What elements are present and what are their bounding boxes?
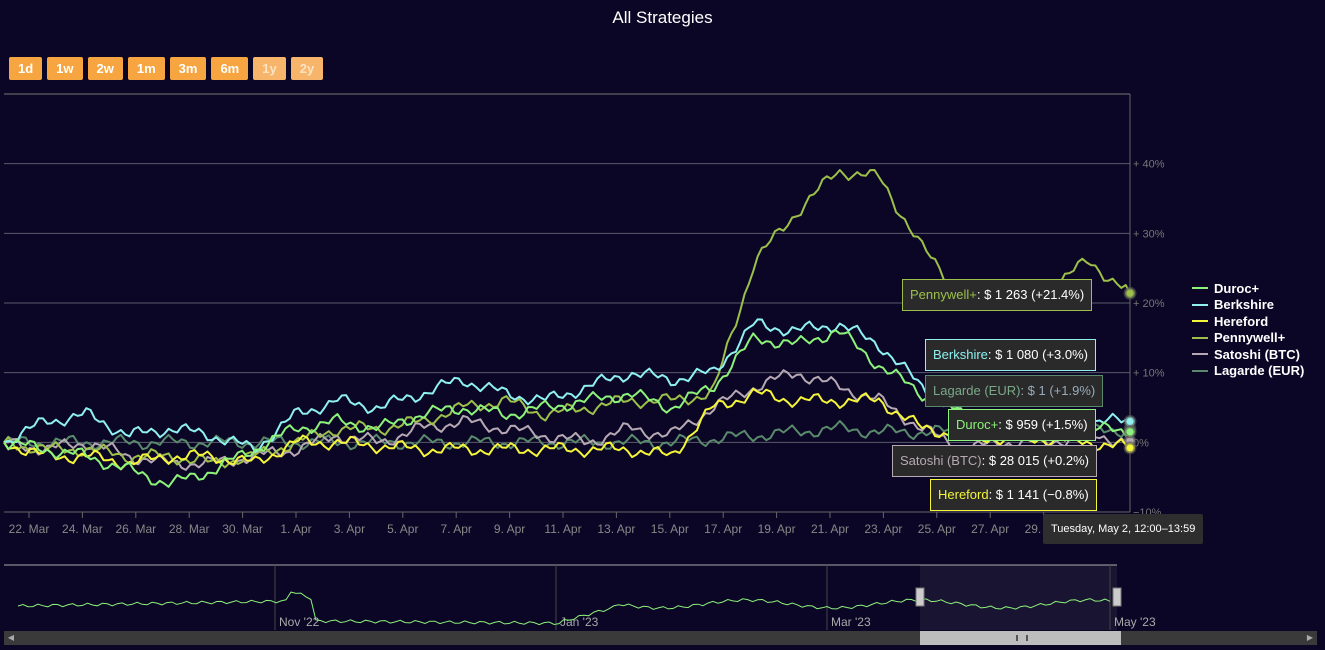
legend-swatch bbox=[1192, 303, 1208, 306]
tooltip-series-name: Lagarde (EUR) bbox=[933, 383, 1021, 398]
scroll-left-arrow-icon[interactable]: ◀ bbox=[7, 633, 15, 642]
x-tick-label: 3. Apr bbox=[334, 522, 365, 536]
x-tick-label: 15. Apr bbox=[651, 522, 689, 536]
tooltip-series-name: Duroc+ bbox=[956, 417, 999, 432]
tooltip-value: : $ 28 015 (+0.2%) bbox=[981, 453, 1089, 468]
tooltip-series-name: Satoshi (BTC) bbox=[900, 453, 982, 468]
x-tick-label: 19. Apr bbox=[758, 522, 796, 536]
range-button-1w[interactable]: 1w bbox=[47, 57, 83, 80]
legend-item-pennywell[interactable]: Pennywell+ bbox=[1192, 330, 1304, 347]
series-line-hereford bbox=[3, 387, 1131, 471]
navigator-handle-left bbox=[915, 587, 925, 607]
tooltip-series-name: Hereford bbox=[938, 487, 989, 502]
y-tick-label: + 40% bbox=[1133, 159, 1165, 171]
legend-label: Satoshi (BTC) bbox=[1214, 346, 1300, 362]
range-button-1d[interactable]: 1d bbox=[9, 57, 43, 80]
tooltip-value: : $ 1 080 (+3.0%) bbox=[987, 347, 1089, 362]
navigator-label: Jan '23 bbox=[560, 615, 599, 629]
tooltip-value: : $ 1 263 (+21.4%) bbox=[976, 287, 1085, 302]
tooltip-lagarde: Lagarde (EUR): $ 1 (+1.9%) bbox=[925, 375, 1104, 407]
x-tick-label: 7. Apr bbox=[441, 522, 472, 536]
x-tick-label: 11. Apr bbox=[544, 522, 581, 536]
x-tick-label: 17. Apr bbox=[704, 522, 742, 536]
scrollbar-grip-icon bbox=[1016, 635, 1028, 641]
main-chart[interactable]: −10%0%+ 10%+ 20%+ 30%+ 40%22. Mar 24. Mar… bbox=[0, 0, 1325, 560]
legend-label: Berkshire bbox=[1214, 297, 1274, 313]
legend-swatch bbox=[1192, 353, 1208, 356]
scrollbar-thumb[interactable] bbox=[920, 631, 1121, 645]
x-tick-label: 28. Mar bbox=[169, 522, 210, 536]
legend-item-lagarde[interactable]: Lagarde (EUR) bbox=[1192, 363, 1304, 380]
tooltip-duroc: Duroc+: $ 959 (+1.5%) bbox=[948, 409, 1096, 441]
navigator-selected-range bbox=[920, 565, 1117, 630]
navigator-label: May '23 bbox=[1114, 615, 1156, 629]
x-tick-label: 5. Apr bbox=[387, 522, 418, 536]
y-tick-label: + 30% bbox=[1133, 228, 1165, 240]
tooltip-pennywell: Pennywell+: $ 1 263 (+21.4%) bbox=[902, 279, 1093, 311]
range-selector: 1d 1w 2w 1m 3m 6m 1y 2y bbox=[9, 57, 324, 80]
legend: Duroc+ Berkshire Hereford Pennywell+ Sat… bbox=[1192, 280, 1304, 379]
y-tick-label: + 20% bbox=[1133, 298, 1165, 310]
legend-label: Pennywell+ bbox=[1214, 330, 1286, 346]
x-tick-label: 21. Apr bbox=[811, 522, 849, 536]
series-line-pennywell bbox=[3, 169, 1131, 469]
tooltip-series-name: Pennywell+ bbox=[910, 287, 977, 302]
legend-label: Hereford bbox=[1214, 313, 1269, 329]
x-tick-label: 1. Apr bbox=[280, 522, 311, 536]
scroll-right-arrow-icon[interactable]: ▶ bbox=[1306, 633, 1314, 642]
tooltip-berkshire: Berkshire: $ 1 080 (+3.0%) bbox=[925, 339, 1097, 371]
x-tick-label: 9. Apr bbox=[494, 522, 525, 536]
navigator-handle-right bbox=[1112, 587, 1122, 607]
navigator-series-line bbox=[17, 591, 1111, 626]
x-tick-label: 30. Mar bbox=[222, 522, 263, 536]
x-tick-label: 23. Apr bbox=[864, 522, 902, 536]
x-tick-label: 26. Mar bbox=[115, 522, 156, 536]
x-tick-label: 13. Apr bbox=[597, 522, 635, 536]
tooltip-value: : $ 959 (+1.5%) bbox=[998, 417, 1088, 432]
x-tick-label: 24. Mar bbox=[62, 522, 103, 536]
range-button-6m[interactable]: 6m bbox=[211, 57, 249, 80]
chart-title: All Strategies bbox=[612, 8, 713, 27]
series-end-marker bbox=[1123, 441, 1137, 455]
date-tooltip: Tuesday, May 2, 12:00–13:59 bbox=[1043, 514, 1204, 544]
y-tick-label: 0% bbox=[1133, 437, 1149, 449]
range-button-1m[interactable]: 1m bbox=[127, 57, 165, 80]
legend-item-berkshire[interactable]: Berkshire bbox=[1192, 297, 1304, 314]
series-end-marker bbox=[1123, 414, 1137, 428]
legend-swatch bbox=[1192, 320, 1208, 323]
range-button-2w[interactable]: 2w bbox=[87, 57, 123, 80]
tooltip-value: : $ 1 141 (−0.8%) bbox=[988, 487, 1089, 502]
series-end-marker bbox=[1123, 286, 1137, 300]
legend-item-duroc[interactable]: Duroc+ bbox=[1192, 280, 1304, 297]
legend-swatch bbox=[1192, 336, 1208, 339]
x-tick-label: 22. Mar bbox=[9, 522, 50, 536]
tooltip-series-name: Berkshire bbox=[933, 347, 988, 362]
series-line-lagarde-eur bbox=[3, 420, 1131, 451]
navigator-label: Nov '22 bbox=[279, 615, 320, 629]
navigator-scrollbar[interactable]: ◀ ▶ bbox=[4, 631, 1317, 645]
x-tick-label: 27. Apr bbox=[971, 522, 1009, 536]
legend-label: Duroc+ bbox=[1214, 280, 1260, 296]
legend-swatch bbox=[1192, 369, 1208, 372]
legend-item-satoshi[interactable]: Satoshi (BTC) bbox=[1192, 346, 1304, 363]
x-tick-label: 25. Apr bbox=[918, 522, 956, 536]
navigator-label: Mar '23 bbox=[831, 615, 871, 629]
series-end-marker bbox=[1123, 425, 1137, 439]
tooltip-satoshi: Satoshi (BTC): $ 28 015 (+0.2%) bbox=[892, 445, 1097, 477]
range-button-2y[interactable]: 2y bbox=[290, 57, 324, 80]
range-button-1y[interactable]: 1y bbox=[253, 57, 286, 80]
tooltip-hereford: Hereford: $ 1 141 (−0.8%) bbox=[930, 479, 1097, 511]
tooltip-value: : $ 1 (+1.9%) bbox=[1020, 383, 1096, 398]
legend-swatch bbox=[1192, 287, 1208, 290]
legend-label: Lagarde (EUR) bbox=[1214, 363, 1305, 379]
legend-item-hereford[interactable]: Hereford bbox=[1192, 313, 1304, 330]
range-button-3m[interactable]: 3m bbox=[169, 57, 207, 80]
y-tick-label: + 10% bbox=[1133, 368, 1165, 380]
